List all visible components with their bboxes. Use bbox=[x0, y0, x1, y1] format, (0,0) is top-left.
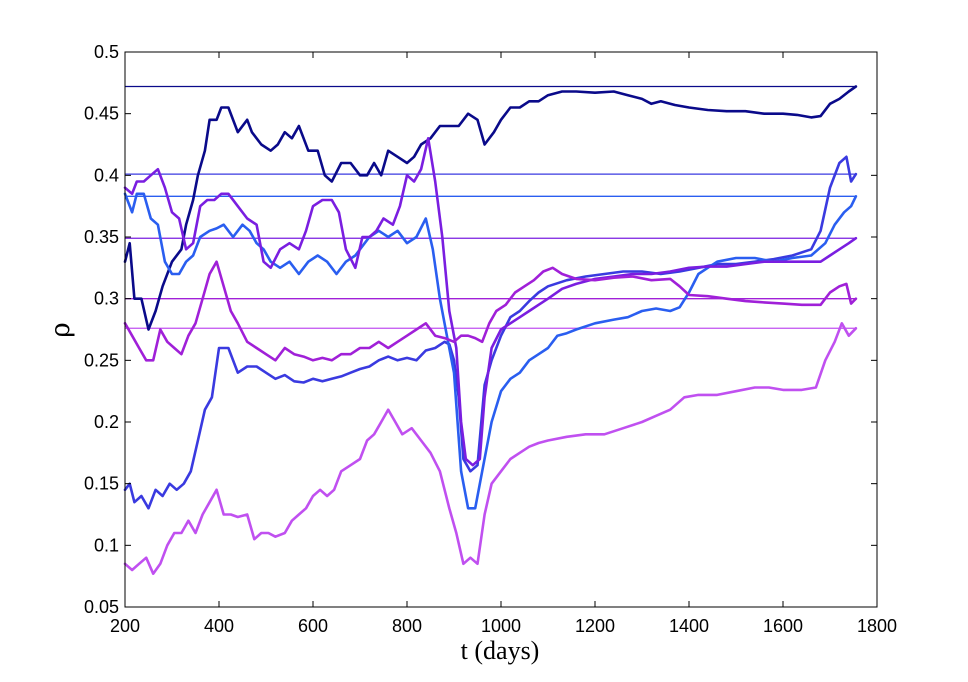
series-lines bbox=[123, 85, 858, 576]
y-tick-label: 0.5 bbox=[94, 42, 119, 62]
series-line-5 bbox=[123, 260, 858, 362]
x-tick-label: 1200 bbox=[575, 616, 615, 636]
x-tick-label: 1800 bbox=[857, 616, 897, 636]
y-tick-label: 0.35 bbox=[84, 227, 119, 247]
y-tick-label: 0.25 bbox=[84, 350, 119, 370]
x-tick-label: 400 bbox=[204, 616, 234, 636]
y-tick-label: 0.4 bbox=[94, 165, 119, 185]
x-tick-labels: 200 400 600 800 1000 1200 1400 1600 1800 bbox=[110, 616, 897, 636]
x-tick-label: 200 bbox=[110, 616, 140, 636]
x-tick-label: 1600 bbox=[763, 616, 803, 636]
y-tick-label: 0.2 bbox=[94, 412, 119, 432]
y-tick-label: 0.05 bbox=[84, 597, 119, 617]
series-line-3 bbox=[123, 192, 858, 510]
y-tick-label: 0.45 bbox=[84, 104, 119, 124]
series-line-4 bbox=[123, 137, 858, 467]
x-tick-label: 800 bbox=[392, 616, 422, 636]
x-tick-label: 600 bbox=[298, 616, 328, 636]
axis-ticks bbox=[124, 51, 878, 608]
series-line-6 bbox=[123, 321, 858, 576]
x-axis-label: t (days) bbox=[461, 636, 540, 665]
x-tick-label: 1400 bbox=[669, 616, 709, 636]
y-tick-labels: 0.05 0.1 0.15 0.2 0.25 0.3 0.35 0.4 0.45 0.5 bbox=[84, 42, 119, 617]
y-tick-label: 0.15 bbox=[84, 474, 119, 494]
reference-lines bbox=[125, 85, 856, 329]
x-tick-label: 1000 bbox=[481, 616, 521, 636]
series-line-1 bbox=[123, 85, 858, 331]
y-tick-label: 0.1 bbox=[94, 535, 119, 555]
y-tick-label: 0.3 bbox=[94, 289, 119, 309]
y-axis-label: ρ bbox=[46, 322, 76, 337]
